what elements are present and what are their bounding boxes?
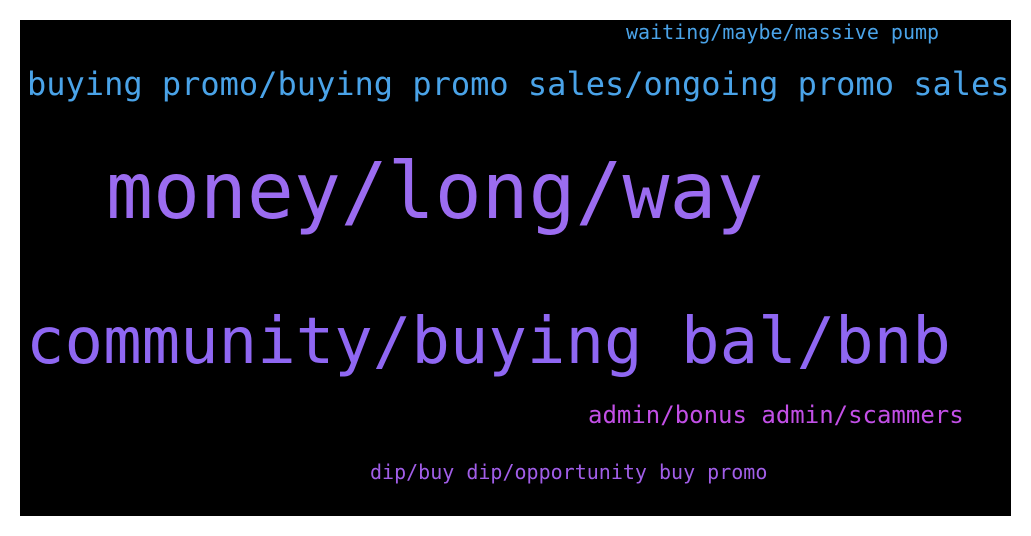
word-money-long-way: money/long/way: [106, 147, 764, 237]
word-admin-bonus-scammers: admin/bonus admin/scammers: [588, 401, 964, 429]
word-community-buying-bal-bnb: community/buying bal/bnb: [26, 305, 951, 379]
word-dip-buy-opportunity: dip/buy dip/opportunity buy promo: [370, 460, 768, 484]
word-cloud: waiting/maybe/massive pump buying promo/…: [20, 20, 1011, 516]
word-waiting-maybe-massive-pump: waiting/maybe/massive pump: [626, 20, 940, 44]
word-buying-promo-sales: buying promo/buying promo sales/ongoing …: [27, 65, 1010, 103]
